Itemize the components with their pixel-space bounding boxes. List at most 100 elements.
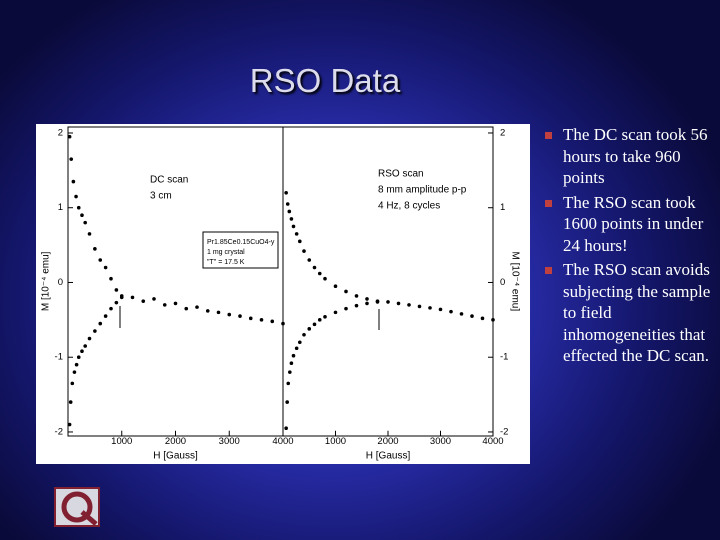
data-point bbox=[289, 217, 294, 221]
data-point bbox=[417, 304, 422, 309]
x-tick-label: 2000 bbox=[377, 436, 398, 447]
y-tick-label: -2 bbox=[500, 426, 508, 437]
data-point bbox=[344, 289, 348, 294]
x-tick-label: 1000 bbox=[325, 436, 346, 447]
data-point bbox=[195, 305, 199, 309]
y-tick-label: -2 bbox=[55, 426, 63, 437]
data-point bbox=[76, 355, 81, 360]
data-point bbox=[344, 306, 348, 311]
y-tick-label: 2 bbox=[58, 127, 63, 138]
data-point bbox=[109, 306, 113, 311]
y-tick-label: 1 bbox=[500, 202, 505, 213]
data-point bbox=[184, 306, 189, 311]
logo bbox=[54, 487, 100, 527]
data-point bbox=[294, 232, 299, 236]
data-point bbox=[227, 312, 232, 317]
data-point bbox=[354, 303, 359, 308]
data-point bbox=[162, 303, 167, 307]
annotation: 4 Hz, 8 cycles bbox=[378, 201, 440, 212]
y-tick-label: 2 bbox=[500, 127, 505, 138]
data-point bbox=[72, 370, 77, 374]
annotation: 8 mm amplitude p-p bbox=[378, 185, 467, 196]
data-point bbox=[93, 247, 97, 251]
x-tick-label: 3000 bbox=[219, 436, 240, 447]
data-point bbox=[459, 312, 464, 316]
x-tick-label: 4000 bbox=[482, 436, 503, 447]
data-point bbox=[248, 316, 253, 321]
data-point bbox=[109, 276, 113, 281]
data-point bbox=[270, 319, 275, 324]
data-point bbox=[67, 422, 72, 427]
data-point bbox=[365, 301, 369, 306]
data-point bbox=[375, 300, 380, 304]
annotation-box bbox=[202, 231, 279, 269]
data-point bbox=[152, 297, 156, 301]
annotation: RSO scan bbox=[378, 169, 424, 180]
data-point bbox=[333, 284, 338, 289]
x-axis-label: H [Gauss] bbox=[366, 450, 411, 461]
annotation: "T" = 17.5 K bbox=[207, 259, 245, 266]
data-point bbox=[317, 271, 322, 276]
data-point bbox=[284, 190, 288, 195]
data-point bbox=[386, 300, 390, 304]
x-tick-label: 4000 bbox=[272, 436, 293, 447]
plot-frame bbox=[67, 126, 494, 437]
y-axis-label: M [10⁻⁴ emu] bbox=[509, 252, 520, 312]
data-point bbox=[312, 265, 317, 270]
data-point bbox=[70, 381, 75, 386]
data-point bbox=[291, 224, 296, 229]
data-point bbox=[103, 314, 108, 318]
bullet: The RSO scan avoids subjecting the sampl… bbox=[543, 259, 713, 367]
x-axis-label: H [Gauss] bbox=[153, 450, 198, 461]
data-point bbox=[69, 157, 74, 161]
data-point bbox=[298, 340, 302, 345]
y-tick-label: 0 bbox=[500, 277, 505, 288]
data-point bbox=[438, 307, 443, 312]
data-point bbox=[68, 400, 73, 404]
data-point bbox=[407, 303, 411, 307]
data-point bbox=[205, 309, 210, 313]
data-point bbox=[317, 318, 322, 322]
bullet: The DC scan took 56 hours to take 960 po… bbox=[543, 124, 713, 189]
annotation: DC scan bbox=[150, 175, 188, 186]
bullet-list: The DC scan took 56 hours to take 960 po… bbox=[543, 124, 713, 370]
data-point bbox=[284, 426, 288, 431]
x-tick-label: 1000 bbox=[111, 436, 132, 447]
data-point bbox=[449, 309, 453, 314]
data-point bbox=[323, 276, 327, 281]
data-point bbox=[354, 294, 359, 298]
data-point bbox=[396, 301, 401, 306]
data-point bbox=[103, 265, 108, 270]
data-point bbox=[288, 370, 292, 374]
data-point bbox=[114, 288, 119, 292]
annotation: 1 mg crystal bbox=[207, 249, 245, 256]
data-point bbox=[285, 400, 290, 404]
data-point bbox=[67, 134, 72, 139]
data-point bbox=[76, 205, 81, 210]
data-point bbox=[333, 310, 338, 315]
annotation: Pr1.85Ce0.15CuO4-y bbox=[207, 239, 275, 246]
x-tick-label: 2000 bbox=[165, 436, 186, 447]
data-point bbox=[480, 316, 485, 321]
data-point bbox=[365, 297, 369, 301]
data-point bbox=[291, 353, 296, 358]
data-point bbox=[287, 209, 292, 214]
data-point bbox=[286, 381, 291, 386]
data-point bbox=[98, 321, 103, 326]
data-point bbox=[74, 362, 79, 367]
y-axis-label: M [10⁻⁴ emu] bbox=[41, 251, 52, 311]
data-point bbox=[173, 301, 178, 306]
data-point bbox=[238, 314, 242, 318]
data-point bbox=[87, 336, 92, 341]
slide-title: RSO Data bbox=[249, 62, 401, 99]
y-tick-label: -1 bbox=[500, 352, 508, 363]
data-point bbox=[259, 318, 264, 322]
data-point bbox=[93, 329, 97, 333]
data-point bbox=[71, 179, 76, 184]
data-point bbox=[141, 299, 146, 303]
data-point bbox=[289, 361, 294, 365]
x-tick-label: 3000 bbox=[430, 436, 451, 447]
bullet: The RSO scan took 1600 points in under 2… bbox=[543, 192, 713, 257]
data-point bbox=[302, 332, 306, 337]
data-point bbox=[80, 349, 84, 354]
